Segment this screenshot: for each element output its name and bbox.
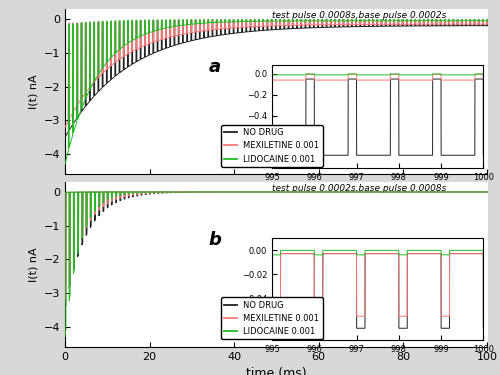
Y-axis label: I(t) nA: I(t) nA [28,247,38,282]
X-axis label: time (ms): time (ms) [246,367,306,375]
Text: test pulse 0.0008s,base pulse 0.0002s: test pulse 0.0008s,base pulse 0.0002s [272,11,446,20]
Text: a: a [208,58,221,76]
Text: b: b [208,231,222,249]
Y-axis label: I(t) nA: I(t) nA [28,75,38,109]
Text: test pulse 0.0002s,base pulse 0.0008s: test pulse 0.0002s,base pulse 0.0008s [272,183,446,192]
Legend: NO DRUG, MEXILETINE 0.001, LIDOCAINE 0.001: NO DRUG, MEXILETINE 0.001, LIDOCAINE 0.0… [221,297,323,339]
Legend: NO DRUG, MEXILETINE 0.001, LIDOCAINE 0.001: NO DRUG, MEXILETINE 0.001, LIDOCAINE 0.0… [221,125,323,167]
